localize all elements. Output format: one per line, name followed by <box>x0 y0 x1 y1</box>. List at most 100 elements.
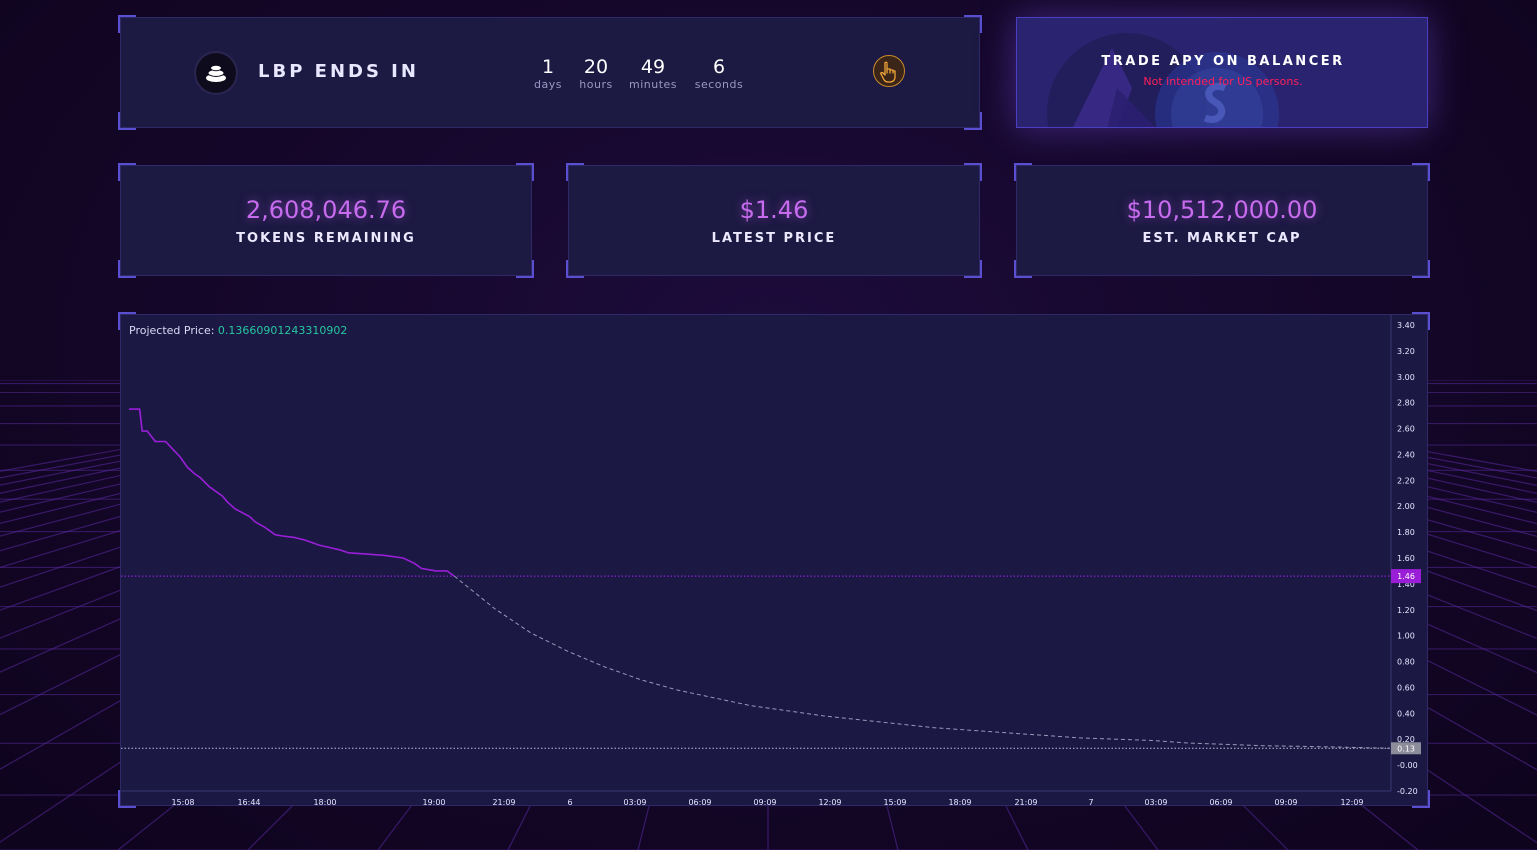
countdown-minutes: 49 minutes <box>626 56 680 91</box>
x-tick-label: 12:09 <box>818 798 841 807</box>
panel-corner <box>118 312 136 330</box>
minutes-label: minutes <box>628 78 678 91</box>
y-tick-label: 1.40 <box>1397 580 1415 589</box>
us-persons-warning: Not intended for US persons. <box>1143 75 1303 88</box>
panel-corner <box>964 260 982 278</box>
panel-corner <box>566 163 584 181</box>
y-tick-label: 1.60 <box>1397 554 1415 563</box>
panel-corner <box>1014 260 1032 278</box>
panel-corner <box>1014 163 1032 181</box>
lbp-countdown-panel: LBP ENDS IN 1 days 20 hours 49 minutes 6… <box>118 15 982 130</box>
days-value: 1 <box>541 56 555 78</box>
y-tick-label: 1.20 <box>1397 606 1415 615</box>
panel-corner <box>1017 112 1032 127</box>
x-tick-label: 09:09 <box>753 798 776 807</box>
x-tick-label: 6 <box>567 798 572 807</box>
x-tick-label: 7 <box>1088 798 1093 807</box>
y-tick-label: 1.00 <box>1397 632 1415 641</box>
tokens-remaining-value: 2,608,046.76 <box>245 196 407 224</box>
grid-line <box>0 380 517 479</box>
y-tick-label: -0.00 <box>1397 761 1418 770</box>
x-tick-label: 12:09 <box>1340 798 1363 807</box>
countdown-days: 1 days <box>531 56 565 91</box>
x-tick-label: 15:09 <box>883 798 906 807</box>
panel-corner <box>1412 163 1430 181</box>
market-cap-value: $10,512,000.00 <box>1126 196 1318 224</box>
grid-line <box>1031 380 1537 473</box>
y-tick-label: 3.00 <box>1397 373 1415 382</box>
y-tick-label: 2.00 <box>1397 502 1415 511</box>
trade-title: TRADE APY ON BALANCER <box>1101 54 1345 69</box>
countdown-seconds: 6 seconds <box>691 56 747 91</box>
y-tick-label: 3.20 <box>1397 347 1415 356</box>
y-tick-label: 2.20 <box>1397 476 1415 485</box>
latest-price-value: $1.46 <box>739 196 809 224</box>
current-price-badge-label: 1.46 <box>1397 572 1415 581</box>
panel-corner <box>118 260 136 278</box>
seconds-value: 6 <box>712 56 726 78</box>
y-tick-label: 1.80 <box>1397 528 1415 537</box>
x-tick-label: 03:09 <box>1144 798 1167 807</box>
y-tick-label: -0.20 <box>1397 787 1418 796</box>
x-tick-label: 03:09 <box>623 798 646 807</box>
y-tick-label: 0.80 <box>1397 658 1415 667</box>
x-tick-label: 06:09 <box>1209 798 1232 807</box>
projected-price-value: 0.13660901243310902 <box>217 324 348 337</box>
latest-price-card: $1.46 LATEST PRICE <box>566 163 982 278</box>
hours-label: hours <box>579 78 613 91</box>
panel-corner <box>1412 790 1430 808</box>
panel-corner <box>964 163 982 181</box>
latest-price-label: LATEST PRICE <box>711 231 837 246</box>
y-tick-label: 2.60 <box>1397 425 1415 434</box>
tokens-remaining-label: TOKENS REMAINING <box>236 231 416 246</box>
grid-line <box>1019 380 1537 479</box>
y-tick-label: 3.40 <box>1397 321 1415 330</box>
trade-on-balancer-button[interactable]: TRADE APY ON BALANCER Not intended for U… <box>1016 17 1428 128</box>
price-chart[interactable]: 3.40 3.20 3.00 2.80 2.60 2.40 2.20 2.00 1.80 1.60… <box>121 315 1429 807</box>
countdown-hours: 20 hours <box>576 56 616 91</box>
x-tick-label: 18:09 <box>948 798 971 807</box>
balancer-logo-watermark <box>1047 33 1279 127</box>
days-label: days <box>534 78 562 91</box>
seconds-label: seconds <box>694 78 744 91</box>
panel-corner <box>1412 18 1427 33</box>
hand-pointer-icon[interactable] <box>873 55 905 87</box>
panel-corner <box>118 163 136 181</box>
panel-corner <box>1412 312 1430 330</box>
panel-corner <box>566 260 584 278</box>
y-tick-label: 2.80 <box>1397 399 1415 408</box>
market-cap-card: $10,512,000.00 EST. MARKET CAP <box>1014 163 1430 278</box>
panel-corner <box>118 112 136 130</box>
projected-end-badge <box>1391 742 1421 755</box>
projected-end-badge-label: 0.13 <box>1397 744 1415 753</box>
panel-corner <box>964 112 982 130</box>
panel-corner <box>964 15 982 33</box>
x-tick-label: 18:00 <box>313 798 336 807</box>
x-tick-label: 16:44 <box>237 798 260 807</box>
x-tick-label: 19:00 <box>422 798 445 807</box>
y-tick-label: 0.40 <box>1397 709 1415 718</box>
panel-corner <box>118 790 136 808</box>
market-cap-label: EST. MARKET CAP <box>1142 231 1302 246</box>
projected-price-line <box>453 575 1391 749</box>
x-tick-label: 21:09 <box>492 798 515 807</box>
stack-logo-icon <box>196 53 236 93</box>
y-tick-label: 2.40 <box>1397 450 1415 459</box>
panel-corner <box>1412 112 1427 127</box>
x-tick-label: 09:09 <box>1274 798 1297 807</box>
projected-price-readout: Projected Price: 0.13660901243310902 <box>129 324 347 337</box>
grid-line <box>0 380 505 472</box>
x-tick-label: 06:09 <box>688 798 711 807</box>
projected-price-label: Projected Price: <box>129 324 215 337</box>
panel-corner <box>516 163 534 181</box>
y-tick-label: 0.20 <box>1397 735 1415 744</box>
price-history-line <box>129 408 455 577</box>
panel-corner <box>516 260 534 278</box>
countdown-title: LBP ENDS IN <box>258 61 419 82</box>
x-tick-label: 21:09 <box>1014 798 1037 807</box>
current-price-badge <box>1391 569 1421 584</box>
tokens-remaining-card: 2,608,046.76 TOKENS REMAINING <box>118 163 534 278</box>
panel-corner <box>1017 18 1032 33</box>
x-tick-label: 15:08 <box>171 798 194 807</box>
price-chart-panel[interactable]: 3.40 3.20 3.00 2.80 2.60 2.40 2.20 2.00 1.80 1.60… <box>118 312 1430 808</box>
